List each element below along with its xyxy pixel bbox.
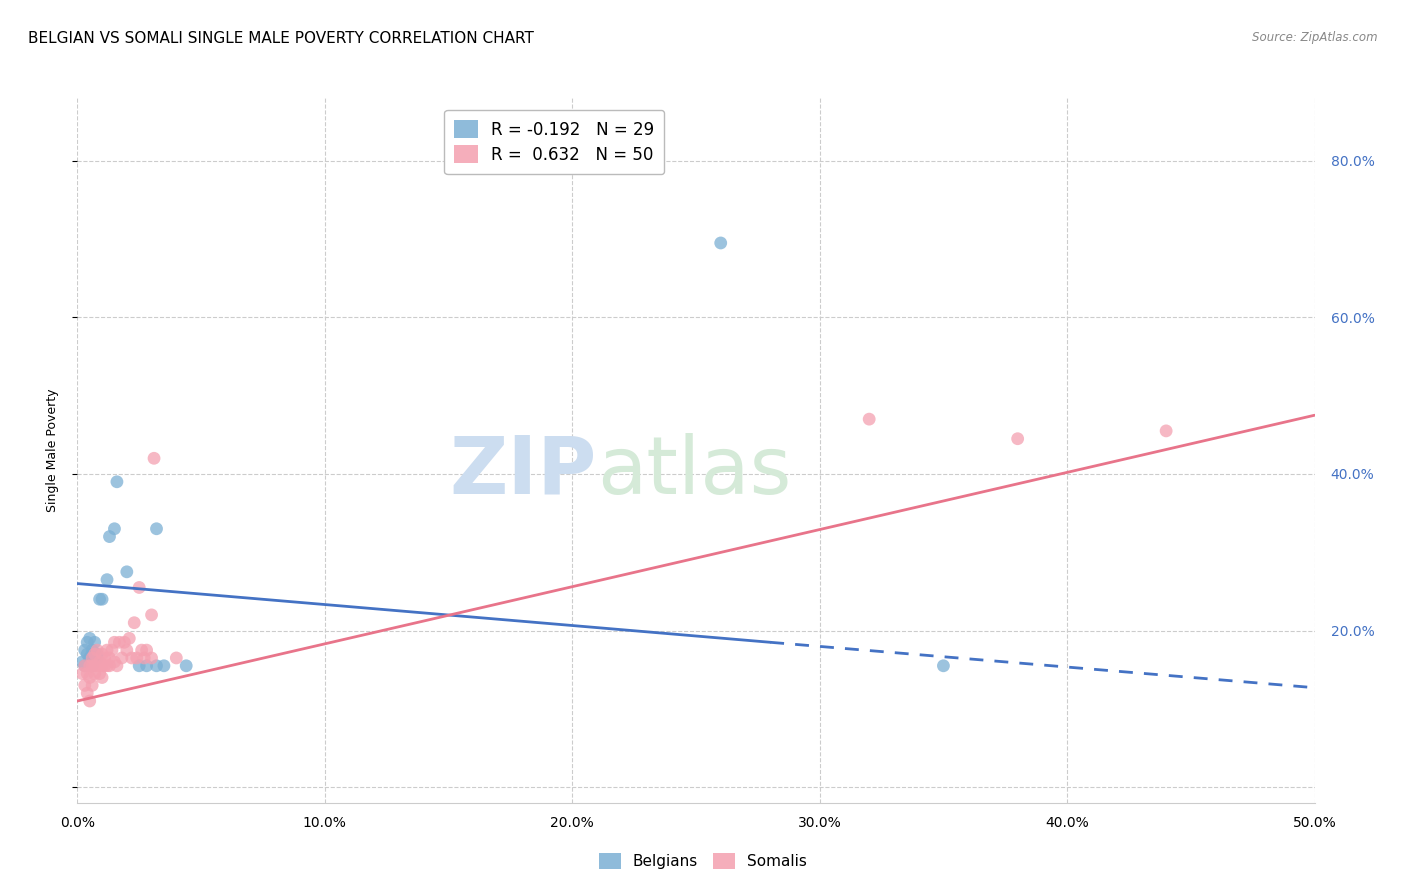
Point [73,643,96,657]
Point [128,658,150,673]
Point [83,651,105,665]
Point [98,530,121,544]
Point [72,666,94,681]
Point [145,658,167,673]
Point [710,235,733,250]
Point [122,615,145,630]
Point [93,651,115,665]
Point [82,647,104,661]
Point [96,658,118,673]
Point [111,651,134,665]
Point [143,451,166,466]
Point [115,565,138,579]
Point [76,647,98,661]
Point [153,658,176,673]
Point [108,635,131,649]
Point [165,651,187,665]
Point [79,632,101,646]
Point [76,635,98,649]
Point [93,658,115,673]
Point [82,678,104,692]
Point [121,651,143,665]
Point [91,592,114,607]
Point [174,658,197,673]
Point [82,651,104,665]
Point [79,671,101,685]
Point [83,666,105,681]
Point [1007,432,1029,446]
Point [135,658,157,673]
Point [83,658,105,673]
Point [128,581,150,595]
Text: BELGIAN VS SOMALI SINGLE MALE POVERTY CORRELATION CHART: BELGIAN VS SOMALI SINGLE MALE POVERTY CO… [28,31,534,46]
Point [1154,424,1177,438]
Point [79,658,101,673]
Point [131,643,153,657]
Point [91,658,114,673]
Point [105,658,128,673]
Point [125,651,148,665]
Point [858,412,880,426]
Point [112,635,135,649]
Point [96,643,118,657]
Point [79,651,101,665]
Point [73,658,96,673]
Point [89,666,111,681]
Point [105,475,128,489]
Point [103,655,125,669]
Point [83,647,105,661]
Point [145,522,167,536]
Point [82,658,104,673]
Point [118,632,141,646]
Text: ZIP: ZIP [450,433,598,510]
Point [98,658,121,673]
Point [72,655,94,669]
Point [89,592,111,607]
Text: atlas: atlas [598,433,792,510]
Point [89,655,111,669]
Point [73,658,96,673]
Point [135,643,157,657]
Y-axis label: Single Male Poverty: Single Male Poverty [46,389,59,512]
Point [141,607,163,622]
Point [91,671,114,685]
Point [134,651,156,665]
Point [91,647,114,661]
Point [76,666,98,681]
Point [101,643,124,657]
Point [76,686,98,700]
Point [115,643,138,657]
Legend: Belgians, Somalis: Belgians, Somalis [593,847,813,875]
Point [82,643,104,657]
Point [86,647,108,661]
Point [79,694,101,708]
Point [103,522,125,536]
Point [86,658,108,673]
Point [103,635,125,649]
Point [86,651,108,665]
Text: Source: ZipAtlas.com: Source: ZipAtlas.com [1253,31,1378,45]
Point [96,573,118,587]
Point [83,635,105,649]
Point [141,651,163,665]
Point [82,658,104,673]
Legend: R = -0.192   N = 29, R =  0.632   N = 50: R = -0.192 N = 29, R = 0.632 N = 50 [444,110,664,174]
Point [932,658,955,673]
Point [73,678,96,692]
Point [86,643,108,657]
Point [98,651,121,665]
